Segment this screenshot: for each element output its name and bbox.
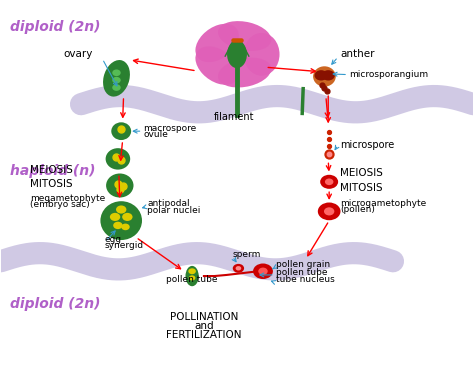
- Text: and: and: [194, 321, 214, 331]
- Ellipse shape: [218, 21, 271, 51]
- Ellipse shape: [112, 69, 121, 76]
- Ellipse shape: [113, 222, 123, 229]
- Ellipse shape: [195, 24, 239, 62]
- Ellipse shape: [315, 70, 328, 81]
- Text: egg: egg: [105, 234, 122, 244]
- Ellipse shape: [195, 46, 239, 85]
- Ellipse shape: [112, 84, 121, 91]
- Ellipse shape: [106, 174, 134, 197]
- Text: (embryo sac): (embryo sac): [30, 200, 90, 209]
- Text: diploid (2n): diploid (2n): [10, 297, 100, 311]
- Ellipse shape: [244, 33, 280, 76]
- Text: (pollen): (pollen): [340, 205, 375, 214]
- Ellipse shape: [253, 263, 273, 279]
- Text: ovary: ovary: [64, 49, 93, 59]
- Text: MEIOSIS: MEIOSIS: [340, 168, 383, 178]
- Ellipse shape: [185, 266, 199, 286]
- Ellipse shape: [236, 266, 241, 270]
- Text: tube nucleus: tube nucleus: [276, 275, 335, 284]
- Ellipse shape: [324, 207, 334, 216]
- Ellipse shape: [321, 70, 335, 81]
- Ellipse shape: [218, 58, 271, 88]
- Text: filament: filament: [213, 112, 254, 122]
- Ellipse shape: [318, 203, 340, 220]
- Ellipse shape: [122, 213, 133, 221]
- Text: FERTILIZATION: FERTILIZATION: [166, 330, 242, 340]
- Ellipse shape: [100, 201, 142, 240]
- Text: megametophyte: megametophyte: [30, 194, 105, 203]
- Text: haploid (n): haploid (n): [10, 164, 96, 178]
- Ellipse shape: [325, 178, 333, 185]
- Ellipse shape: [106, 148, 130, 170]
- Text: synergid: synergid: [105, 241, 144, 250]
- Ellipse shape: [112, 77, 121, 83]
- Text: microsporangium: microsporangium: [349, 70, 428, 79]
- Ellipse shape: [103, 60, 130, 96]
- Text: MEIOSIS: MEIOSIS: [30, 165, 73, 175]
- Ellipse shape: [111, 122, 131, 140]
- Ellipse shape: [227, 40, 247, 68]
- Text: microgametophyte: microgametophyte: [340, 199, 426, 208]
- Ellipse shape: [189, 275, 195, 280]
- Ellipse shape: [116, 206, 127, 214]
- Text: pollen tube: pollen tube: [166, 275, 218, 284]
- Text: anther: anther: [340, 49, 374, 59]
- Text: diploid (2n): diploid (2n): [10, 20, 100, 33]
- Text: polar nuclei: polar nuclei: [147, 206, 201, 215]
- Text: microspore: microspore: [340, 140, 394, 150]
- Text: MITOSIS: MITOSIS: [30, 179, 73, 188]
- Ellipse shape: [313, 66, 336, 87]
- Text: POLLINATION: POLLINATION: [170, 312, 238, 322]
- Text: MITOSIS: MITOSIS: [340, 183, 383, 193]
- Ellipse shape: [121, 224, 130, 230]
- Ellipse shape: [320, 175, 338, 189]
- Ellipse shape: [110, 213, 120, 221]
- Ellipse shape: [233, 264, 244, 273]
- Text: macrospore: macrospore: [144, 124, 197, 133]
- Text: pollen tube: pollen tube: [276, 268, 327, 277]
- Text: ovule: ovule: [144, 130, 168, 139]
- Ellipse shape: [188, 268, 196, 274]
- Ellipse shape: [258, 267, 268, 275]
- Text: antipodal: antipodal: [147, 200, 190, 209]
- Text: pollen grain: pollen grain: [276, 260, 330, 269]
- Text: sperm: sperm: [232, 250, 261, 259]
